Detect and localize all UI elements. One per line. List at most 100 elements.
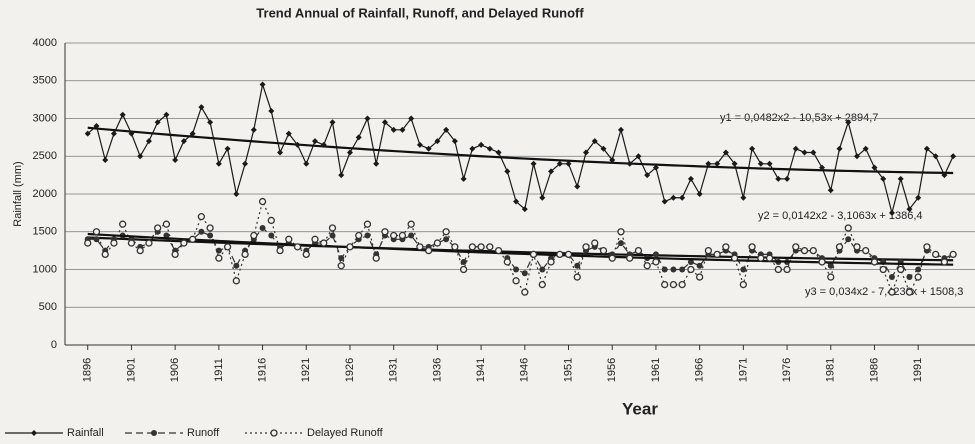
point (172, 157, 179, 164)
point (643, 262, 651, 270)
point (687, 265, 695, 274)
y-tick-label: 2500 (33, 150, 57, 162)
point (880, 175, 887, 182)
point (844, 224, 852, 232)
point (425, 145, 432, 152)
point (513, 198, 520, 205)
point (714, 160, 721, 167)
point (188, 235, 197, 243)
trend-equation: y1 = 0,0482x2 - 10,53x + 2894,7 (720, 112, 878, 124)
point (215, 160, 222, 167)
series (84, 197, 957, 296)
point (704, 246, 713, 255)
point (180, 239, 188, 247)
point (267, 216, 275, 225)
point (749, 145, 756, 152)
point (950, 153, 957, 160)
point (564, 250, 573, 259)
point (853, 153, 860, 160)
point (870, 258, 879, 266)
chart-title: Trend Annual of Rainfall, Runoff, and De… (256, 5, 584, 20)
point (626, 254, 634, 262)
point (941, 172, 948, 179)
point (460, 175, 467, 182)
x-tick-label: 1956 (606, 358, 618, 382)
point (556, 160, 563, 167)
series-line (87, 199, 954, 294)
point (565, 160, 572, 167)
point (399, 126, 406, 133)
point (136, 246, 144, 255)
point (801, 149, 808, 156)
point (223, 243, 232, 251)
point (364, 232, 371, 239)
point (163, 232, 170, 239)
point (757, 254, 765, 262)
point (888, 274, 895, 281)
point (695, 273, 704, 281)
point (250, 231, 258, 240)
point (416, 141, 423, 148)
point (766, 160, 773, 167)
point (328, 224, 337, 232)
point (661, 280, 669, 289)
point (486, 243, 494, 251)
y-tick-label: 2000 (33, 188, 57, 200)
point (914, 273, 922, 281)
point (670, 266, 677, 273)
legend-label: Delayed Runoff (307, 427, 384, 439)
point (31, 430, 37, 436)
point (294, 141, 301, 148)
point (241, 250, 249, 259)
y-tick-label: 0 (51, 339, 57, 351)
series (84, 81, 957, 216)
y-tick-label: 4000 (33, 37, 57, 49)
point (92, 228, 101, 236)
point (774, 265, 782, 274)
point (303, 160, 310, 167)
point (137, 153, 144, 160)
point (539, 194, 546, 201)
point (879, 265, 887, 274)
point (416, 243, 424, 251)
point (119, 220, 127, 228)
point (652, 251, 659, 258)
point (827, 262, 834, 269)
point (189, 130, 196, 137)
y-tick-label: 1000 (33, 263, 57, 275)
point (407, 220, 415, 228)
point (110, 130, 117, 137)
point (608, 254, 616, 262)
point (905, 288, 914, 296)
point (512, 277, 520, 285)
point (644, 172, 651, 179)
point (468, 243, 477, 251)
point (381, 228, 389, 236)
point (731, 160, 738, 167)
point (617, 228, 625, 236)
point (277, 149, 284, 156)
point (250, 126, 257, 133)
point (538, 280, 546, 289)
point (661, 198, 668, 205)
point (442, 228, 450, 236)
point (696, 262, 703, 269)
point (478, 141, 485, 148)
point (151, 430, 157, 436)
point (329, 119, 336, 126)
point (845, 236, 852, 243)
point (932, 153, 939, 160)
point (652, 258, 660, 266)
point (705, 160, 712, 167)
point (696, 191, 703, 197)
point (591, 239, 599, 247)
x-tick-label: 1986 (868, 358, 880, 382)
point (521, 206, 528, 213)
x-tick-label: 1931 (388, 358, 400, 382)
point (495, 149, 502, 156)
point (443, 236, 450, 243)
point (835, 243, 844, 251)
point (259, 81, 266, 88)
point (390, 231, 398, 240)
